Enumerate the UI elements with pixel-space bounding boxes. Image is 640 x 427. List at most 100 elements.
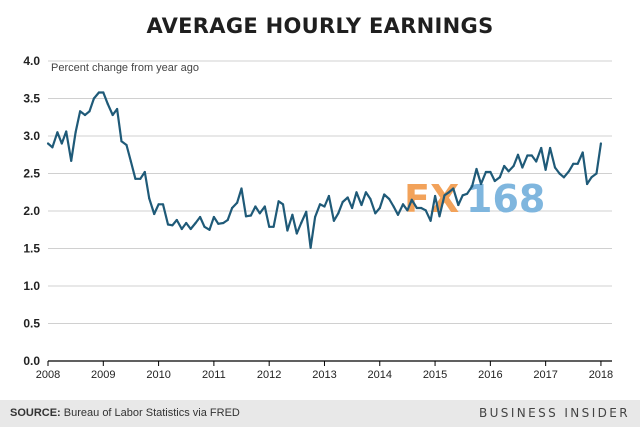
data-point [148, 197, 151, 200]
data-point [364, 191, 367, 194]
data-point [489, 170, 492, 174]
y-tick-label: 0.0 [23, 354, 40, 368]
data-point [309, 246, 312, 249]
footer-bar: SOURCE: Bureau of Labor Statistics via F… [0, 400, 640, 427]
data-point [254, 205, 257, 208]
data-point [240, 187, 243, 190]
data-point [507, 170, 510, 173]
data-point [226, 218, 229, 222]
data-point [415, 206, 418, 210]
data-point [526, 154, 529, 157]
data-point [79, 110, 82, 113]
data-point [406, 209, 409, 212]
data-point [503, 164, 506, 168]
x-tick-label: 2008 [36, 369, 60, 381]
y-tick-label: 0.5 [23, 317, 40, 331]
data-point [341, 200, 344, 204]
x-tick-label: 2017 [533, 369, 557, 381]
data-point [88, 110, 91, 113]
data-point [466, 192, 469, 195]
data-point [263, 205, 266, 208]
data-point [544, 168, 547, 171]
data-point [429, 219, 432, 222]
data-point [92, 97, 95, 100]
data-point [236, 201, 239, 204]
data-point [535, 160, 538, 163]
data-point [231, 206, 234, 210]
data-point [553, 166, 557, 169]
data-point [295, 232, 298, 235]
data-point [97, 91, 100, 94]
data-point [581, 151, 584, 154]
data-point [166, 223, 170, 226]
x-tick-label: 2009 [91, 369, 115, 381]
data-point [540, 146, 543, 150]
data-point [595, 172, 598, 175]
data-point [212, 215, 215, 219]
data-point [249, 214, 252, 217]
data-point [484, 170, 487, 174]
data-point [83, 113, 87, 117]
source-label: SOURCE: [10, 407, 61, 419]
data-point [314, 215, 317, 219]
data-point [222, 221, 225, 225]
data-point [74, 131, 77, 134]
data-point [443, 194, 446, 197]
data-point [388, 197, 391, 201]
y-tick-label: 2.0 [23, 204, 40, 218]
data-point [268, 225, 271, 228]
data-point [143, 170, 146, 174]
data-point [383, 193, 386, 196]
x-tick-label: 2010 [146, 369, 170, 381]
y-tick-label: 1.5 [23, 242, 40, 256]
data-point [567, 170, 571, 173]
data-point [438, 215, 441, 218]
x-tick-label: 2012 [257, 369, 281, 381]
data-point [277, 200, 280, 203]
watermark-number: 168 [466, 177, 545, 221]
watermark-logo: FX 168 [404, 177, 545, 221]
brand-logo: BUSINESS INSIDER [478, 406, 630, 420]
data-point [318, 203, 322, 206]
data-point [244, 215, 248, 218]
data-point [599, 142, 603, 145]
data-point [60, 142, 63, 145]
data-point [516, 153, 520, 156]
data-point [572, 162, 575, 165]
source-text: Bureau of Labor Statistics via FRED [60, 407, 240, 419]
data-point [424, 209, 427, 212]
data-point [590, 176, 593, 179]
data-point [129, 160, 132, 163]
gridlines [48, 60, 612, 324]
series-line [47, 91, 602, 249]
data-point [46, 142, 50, 145]
data-point [479, 182, 483, 186]
data-point [332, 219, 335, 222]
source-note: SOURCE: Bureau of Labor Statistics via F… [10, 407, 240, 419]
x-tick-label: 2011 [202, 369, 226, 381]
x-tick-label: 2016 [478, 369, 502, 381]
data-point [396, 213, 400, 216]
data-point [378, 206, 381, 210]
data-point [475, 167, 478, 171]
data-point [157, 203, 160, 206]
x-tick-label: 2015 [423, 369, 447, 381]
data-point [106, 102, 109, 105]
y-tick-label: 4.0 [23, 54, 40, 68]
data-point [410, 198, 413, 201]
data-point [452, 187, 455, 190]
data-point [576, 162, 579, 165]
chart-title: AVERAGE HOURLY EARNINGS [146, 14, 494, 38]
data-point [217, 222, 220, 225]
x-tick-label: 2018 [589, 369, 613, 381]
x-axis-ticks: 2008 2009 2010 2011 2012 2013 2014 2015 2016 2017… [36, 361, 613, 381]
data-point [360, 203, 363, 207]
data-point [134, 177, 137, 180]
y-tick-label: 1.0 [23, 279, 40, 293]
data-point [351, 206, 354, 210]
x-tick-label: 2014 [368, 369, 392, 381]
data-point [203, 225, 206, 228]
data-point [457, 203, 460, 207]
data-point [51, 146, 54, 149]
